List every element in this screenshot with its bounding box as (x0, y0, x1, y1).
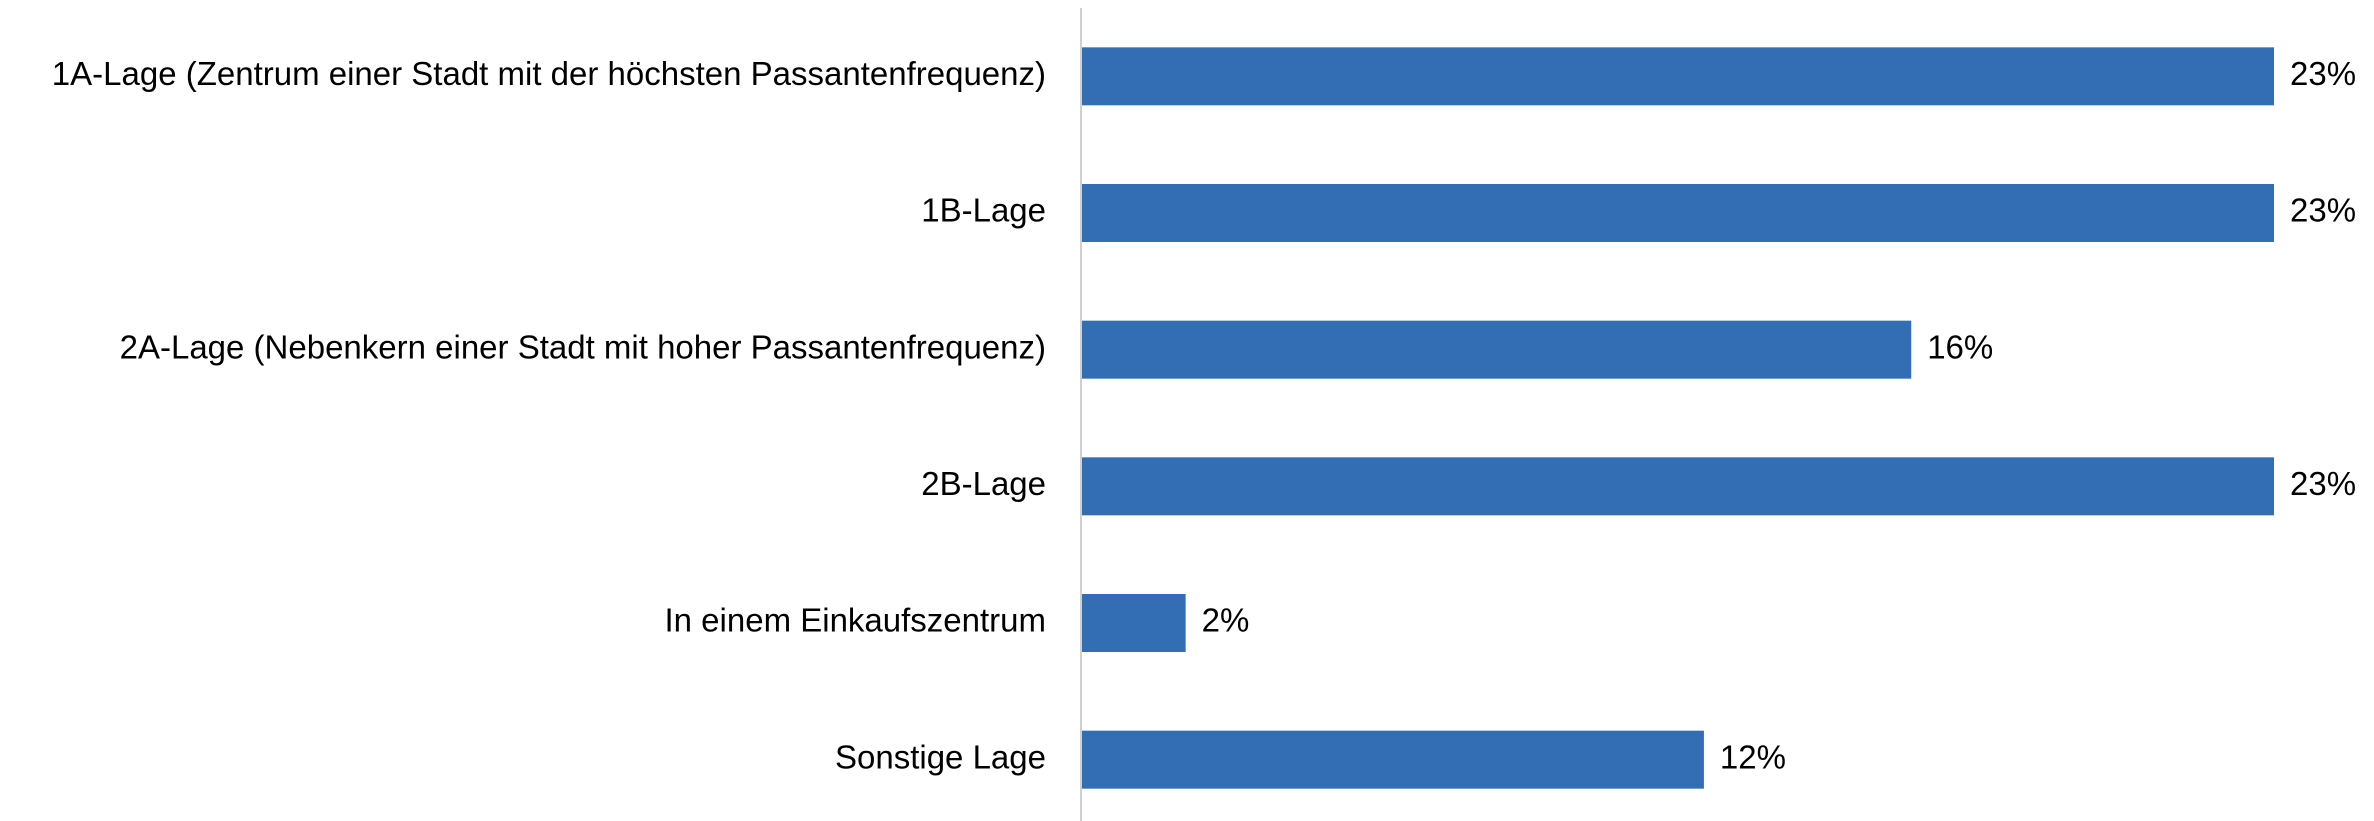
value-label: 23% (2290, 55, 2356, 92)
bar (1082, 594, 1186, 652)
category-label: In einem Einkaufszentrum (664, 602, 1046, 639)
value-label: 12% (1720, 738, 1786, 775)
bar (1082, 184, 2274, 242)
category-label: 2A-Lage (Nebenkern einer Stadt mit hoher… (120, 328, 1046, 365)
value-label: 16% (1927, 328, 1993, 365)
category-label: Sonstige Lage (835, 738, 1046, 775)
bar (1082, 457, 2274, 516)
bar (1082, 47, 2274, 106)
bar (1082, 730, 1704, 789)
category-label: 1A-Lage (Zentrum einer Stadt mit der höc… (52, 55, 1046, 92)
bar (1082, 320, 1912, 379)
value-label: 23% (2290, 192, 2356, 229)
value-label: 23% (2290, 465, 2356, 502)
category-label: 1B-Lage (921, 192, 1046, 229)
value-label: 2% (1202, 602, 1250, 639)
category-label: 2B-Lage (921, 465, 1046, 502)
